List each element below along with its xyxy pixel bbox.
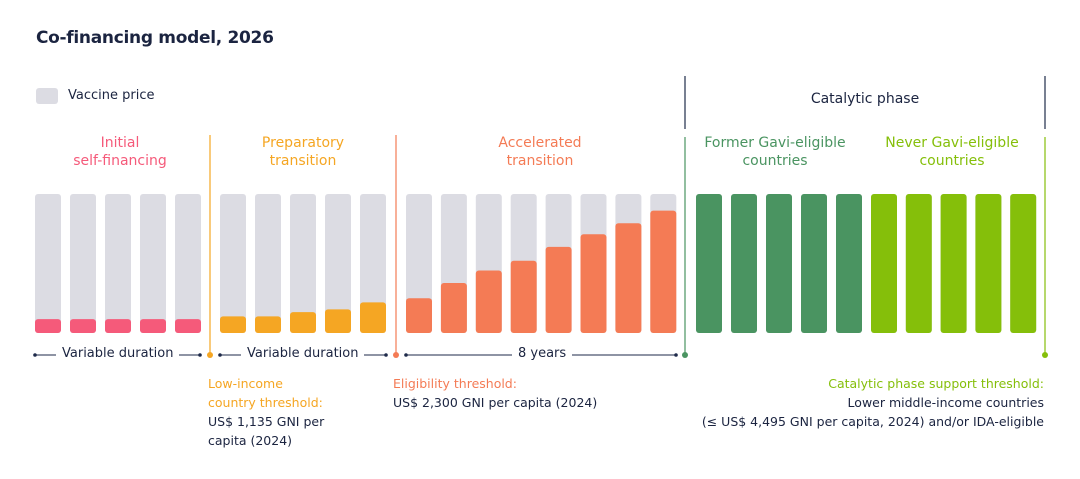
legend-label: Vaccine price xyxy=(68,88,155,103)
cofinancing-bar xyxy=(35,319,61,333)
price-bar xyxy=(325,194,351,333)
phase-label-never: Never Gavi-eligible countries xyxy=(857,134,1047,170)
duration-endpoint xyxy=(404,353,408,357)
threshold-dot xyxy=(682,352,688,358)
price-bar xyxy=(35,194,61,333)
price-bar xyxy=(220,194,246,333)
cofinancing-bar xyxy=(766,194,792,333)
cofinancing-bar xyxy=(580,234,607,333)
legend-swatch-vaccine-price xyxy=(36,88,58,104)
phase-line: transition xyxy=(506,153,574,169)
cofinancing-bar xyxy=(325,309,351,333)
cofinancing-bar xyxy=(545,246,572,333)
price-bar xyxy=(140,194,166,333)
cofinancing-bar xyxy=(475,270,502,333)
phase-line: Initial xyxy=(100,135,140,151)
phase-line: countries xyxy=(919,153,985,169)
duration-label-preparatory: Variable duration xyxy=(241,346,365,361)
catalytic-phase-header: Catalytic phase xyxy=(810,91,920,107)
cofinancing-bar xyxy=(975,194,1002,333)
phase-line: transition xyxy=(269,153,337,169)
cofinancing-bar xyxy=(905,194,932,333)
phase-line: countries xyxy=(742,153,808,169)
phase-line: Never Gavi-eligible xyxy=(885,135,1019,151)
phase-label-preparatory: Preparatory transition xyxy=(203,134,403,170)
threshold-text: Lower middle-income countries xyxy=(847,395,1044,410)
threshold-heading: Catalytic phase support threshold: xyxy=(828,376,1044,391)
duration-endpoint xyxy=(198,353,202,357)
cofinancing-bar xyxy=(836,194,862,333)
phase-label-initial: Initial self-financing xyxy=(20,134,220,170)
cofinancing-bar xyxy=(140,319,166,333)
duration-endpoint xyxy=(218,353,222,357)
price-bar xyxy=(255,194,281,333)
cofinancing-bar xyxy=(801,194,827,333)
cofinancing-bar xyxy=(696,194,722,333)
duration-label-accelerated: 8 years xyxy=(512,346,573,361)
cofinancing-bar xyxy=(220,316,246,333)
cofinancing-bar xyxy=(175,319,201,333)
duration-endpoint xyxy=(33,353,37,357)
threshold-dot xyxy=(207,352,213,358)
phase-line: Former Gavi-eligible xyxy=(704,135,846,151)
duration-label-initial: Variable duration xyxy=(56,346,180,361)
threshold-low-income: Low-income country threshold: US$ 1,135 … xyxy=(208,374,324,450)
threshold-text: (≤ US$ 4,495 GNI per capita, 2024) and/o… xyxy=(701,414,1044,429)
threshold-dot xyxy=(393,352,399,358)
page-title: Co-financing model, 2026 xyxy=(36,28,274,48)
cofinancing-bar xyxy=(871,194,897,333)
threshold-heading: country threshold: xyxy=(208,395,323,410)
threshold-catalytic: Catalytic phase support threshold: Lower… xyxy=(702,374,1044,431)
price-bar xyxy=(105,194,131,333)
cofinancing-bar xyxy=(105,319,131,333)
threshold-heading: Eligibility threshold: xyxy=(393,376,517,391)
cofinancing-bar xyxy=(1010,194,1037,333)
cofinancing-bar xyxy=(615,223,642,333)
cofinancing-bar xyxy=(440,282,467,333)
cofinancing-bar xyxy=(70,319,96,333)
cofinancing-bar xyxy=(510,260,537,333)
duration-endpoint xyxy=(674,353,678,357)
threshold-eligibility: Eligibility threshold: US$ 2,300 GNI per… xyxy=(393,374,597,412)
phase-line: self-financing xyxy=(73,153,167,169)
cofinancing-bar xyxy=(406,298,432,333)
threshold-text: US$ 2,300 GNI per capita (2024) xyxy=(393,395,598,410)
duration-endpoint xyxy=(384,353,388,357)
price-bar xyxy=(360,194,386,333)
phase-label-former: Former Gavi-eligible countries xyxy=(680,134,870,170)
cofinancing-bar xyxy=(360,302,386,333)
phase-line: Preparatory xyxy=(261,135,345,151)
cofinancing-bar xyxy=(940,194,967,333)
price-bar xyxy=(175,194,201,333)
price-bar xyxy=(70,194,96,333)
threshold-heading: Low-income xyxy=(208,376,283,391)
phase-label-accelerated: Accelerated transition xyxy=(440,134,640,170)
threshold-text: US$ 1,135 GNI per xyxy=(208,414,325,429)
cofinancing-bar xyxy=(290,312,316,333)
cofinancing-bar xyxy=(255,316,281,333)
threshold-dot xyxy=(1042,352,1048,358)
phase-line: Accelerated xyxy=(498,135,582,151)
cofinancing-bar xyxy=(650,210,677,333)
cofinancing-bar xyxy=(731,194,757,333)
price-bar xyxy=(290,194,316,333)
threshold-text: capita (2024) xyxy=(208,433,293,448)
